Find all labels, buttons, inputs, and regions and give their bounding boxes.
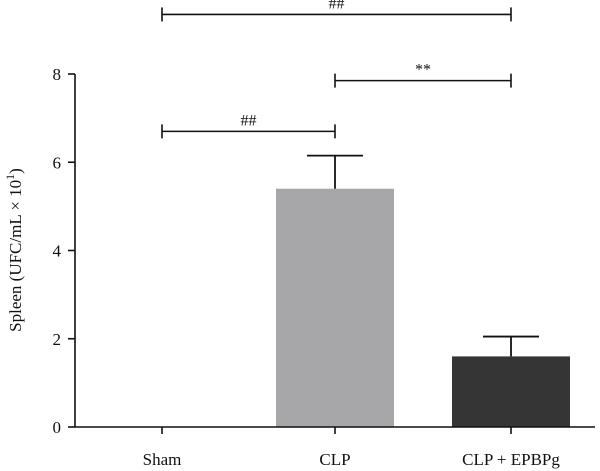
- significance-label: ##: [329, 0, 345, 12]
- x-tick-label: CLP + EPBPg: [462, 450, 560, 469]
- bar-clp-epbpg: [452, 356, 570, 427]
- y-tick-label: 2: [53, 330, 62, 349]
- y-axis-label-suffix: ): [6, 168, 25, 174]
- y-axis-label: Spleen (UFC/mL × 101): [3, 168, 25, 332]
- x-tick-label: Sham: [143, 450, 182, 469]
- significance-label: ##: [241, 112, 257, 129]
- error-bars-group: [307, 154, 539, 357]
- y-tick-label: 8: [53, 65, 62, 84]
- y-tick-label: 6: [53, 153, 62, 172]
- bar-clp: [276, 188, 394, 427]
- y-tick-label: 4: [53, 242, 62, 261]
- significance-label: **: [415, 62, 431, 79]
- x-ticks-group: Sham CLP CLP + EPBPg: [143, 427, 560, 469]
- y-ticks-group: 0 2 4 6 8: [53, 65, 75, 437]
- y-tick-label: 0: [53, 418, 62, 437]
- y-axis-label-superscript: 1: [3, 174, 17, 180]
- bars-group: [276, 188, 570, 427]
- significance-group: ## ** ##: [161, 0, 512, 139]
- x-tick-label: CLP: [319, 450, 350, 469]
